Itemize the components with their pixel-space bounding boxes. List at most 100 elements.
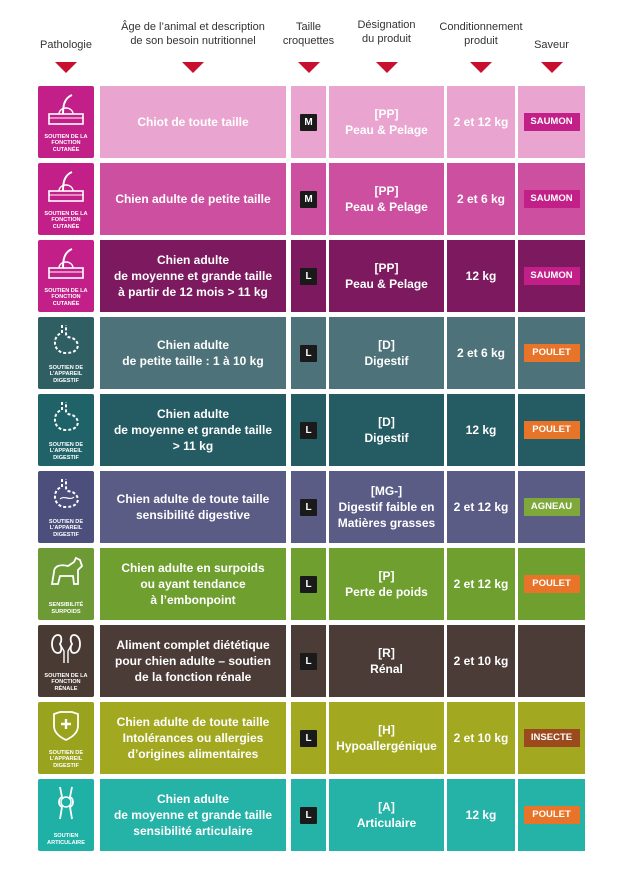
pathology-label-6: SENSIBILITÉ SURPOIDS <box>48 602 84 615</box>
size-badge-2: L <box>300 267 317 285</box>
header-conditionnement: Conditionnement produit <box>439 0 523 80</box>
header-age-arrow-icon <box>182 62 204 73</box>
product-name-5: Digestif faible en <box>338 500 435 514</box>
product-row-3: SOUTIEN DE L’APPAREIL DIGESTIF Chien adu… <box>38 317 585 389</box>
description-line: Chien adulte <box>156 792 229 806</box>
pathology-label-1: SOUTIEN DE LA FONCTION CUTANÉE <box>44 210 88 230</box>
product-code-0: [PP] <box>374 107 399 121</box>
description-line: Chien adulte de petite taille <box>115 192 271 206</box>
flavor-cell-4: POULET <box>518 394 585 466</box>
pathology-label-8: SOUTIEN DE L’APPAREIL DIGESTIF <box>48 749 84 769</box>
flavor-tag-8: INSECTE <box>523 729 580 747</box>
package-sizes-9: 12 kg <box>465 808 497 822</box>
description-cell-5: Chien adulte de toute taille sensibilité… <box>100 471 286 543</box>
product-name-0: Peau & Pelage <box>345 123 428 137</box>
pathology-label-0: SOUTIEN DE LA FONCTION CUTANÉE <box>44 133 88 153</box>
product-row-4: SOUTIEN DE L’APPAREIL DIGESTIF Chien adu… <box>38 394 585 466</box>
header-designation-arrow-icon <box>375 62 398 73</box>
pathology-cell-4: SOUTIEN DE L’APPAREIL DIGESTIF <box>38 394 94 466</box>
header-age-line1: Âge de l’animal et description <box>121 21 265 33</box>
flavor-tag-6: POULET <box>523 575 580 593</box>
description-line: Chien adulte <box>156 253 229 267</box>
description-line: de moyenne et grande taille <box>113 808 273 822</box>
pathology-cell-5: SOUTIEN DE L’APPAREIL DIGESTIF <box>38 471 94 543</box>
skin-hair-icon <box>48 248 84 279</box>
designation-cell-5: [MG-] Digestif faible en Matières grasse… <box>329 471 444 543</box>
package-cell-3: 2 et 6 kg <box>447 317 515 389</box>
description-cell-9: Chien adulte de moyenne et grande taille… <box>100 779 286 851</box>
designation-cell-7: [R] Rénal <box>329 625 444 697</box>
header-conditionnement-line2: produit <box>464 35 498 47</box>
description-line: Chien adulte <box>156 407 229 421</box>
package-sizes-2: 12 kg <box>465 269 497 283</box>
designation-cell-1: [PP] Peau & Pelage <box>329 163 444 235</box>
kidney-icon <box>51 634 81 663</box>
description-line: ou ayant tendance <box>140 577 246 591</box>
pathology-cell-0: SOUTIEN DE LA FONCTION CUTANÉE <box>38 86 94 158</box>
size-badge-5: L <box>300 498 317 516</box>
description-cell-8: Chien adulte de toute taille Intolérance… <box>100 702 286 774</box>
header-conditionnement-line1: Conditionnement <box>439 21 523 33</box>
package-sizes-5: 2 et 12 kg <box>453 500 509 514</box>
description-line: Chien adulte de toute taille <box>116 715 270 729</box>
product-code-9: [A] <box>378 800 395 814</box>
header-pathologie-arrow-icon <box>55 62 77 73</box>
size-cell-7: L <box>291 625 326 697</box>
header-saveur-label: Saveur <box>534 39 569 51</box>
description-cell-3: Chien adulte de petite taille : 1 à 10 k… <box>100 317 286 389</box>
product-name-1: Peau & Pelage <box>345 200 428 214</box>
flavor-cell-5: AGNEAU <box>518 471 585 543</box>
flavor-cell-0: SAUMON <box>518 86 585 158</box>
header-taille: Taille croquettes <box>283 0 334 80</box>
size-badge-3: L <box>300 344 317 362</box>
package-sizes-4: 12 kg <box>465 423 497 437</box>
header-designation: Désignation du produit <box>329 0 444 80</box>
product-name-6: Perte de poids <box>345 585 428 599</box>
package-sizes-6: 2 et 12 kg <box>453 577 509 591</box>
description-cell-2: Chien adulte de moyenne et grande taille… <box>100 240 286 312</box>
size-badge-8: L <box>300 729 317 747</box>
package-cell-8: 2 et 10 kg <box>447 702 515 774</box>
flavor-tag-9: POULET <box>523 806 580 824</box>
description-line: à l’embonpoint <box>150 593 236 607</box>
dog-shield-icon <box>53 711 79 742</box>
size-cell-3: L <box>291 317 326 389</box>
header-saveur-arrow-icon <box>540 62 563 73</box>
product-code-3: [D] <box>378 338 395 352</box>
package-cell-4: 12 kg <box>447 394 515 466</box>
designation-cell-0: [PP] Peau & Pelage <box>329 86 444 158</box>
stomach-icon <box>54 402 79 432</box>
size-cell-0: M <box>291 86 326 158</box>
package-sizes-3: 2 et 6 kg <box>456 346 506 360</box>
pathology-cell-7: SOUTIEN DE LA FONCTION RÉNALE <box>38 625 94 697</box>
package-cell-2: 12 kg <box>447 240 515 312</box>
description-line: Intolérances ou allergies <box>122 731 264 745</box>
product-code-7: [R] <box>378 646 395 660</box>
size-cell-5: L <box>291 471 326 543</box>
header-taille-line2: croquettes <box>282 35 335 47</box>
description-cell-6: Chien adulte en surpoids ou ayant tendan… <box>100 548 286 620</box>
joint-icon <box>58 786 74 820</box>
designation-cell-4: [D] Digestif <box>329 394 444 466</box>
package-sizes-7: 2 et 10 kg <box>453 654 509 668</box>
product-row-5: SOUTIEN DE L’APPAREIL DIGESTIF Chien adu… <box>38 471 585 543</box>
pathology-cell-1: SOUTIEN DE LA FONCTION CUTANÉE <box>38 163 94 235</box>
product-name-9: Articulaire <box>356 816 417 830</box>
pathology-label-5: SOUTIEN DE L’APPAREIL DIGESTIF <box>48 518 84 538</box>
package-sizes-8: 2 et 10 kg <box>453 731 509 745</box>
skin-hair-icon <box>48 171 84 202</box>
product-name-4: Digestif <box>364 431 409 445</box>
description-line: à partir de 12 mois > 11 kg <box>118 285 268 299</box>
product-code-1: [PP] <box>374 184 399 198</box>
description-line: sensibilité articulaire <box>133 824 253 838</box>
flavor-tag-3: POULET <box>523 344 580 362</box>
package-sizes-1: 2 et 6 kg <box>456 192 506 206</box>
description-line: Chien adulte <box>156 338 229 352</box>
size-cell-2: L <box>291 240 326 312</box>
size-badge-6: L <box>300 575 317 593</box>
flavor-tag-5: AGNEAU <box>523 498 580 516</box>
pathology-cell-9: SOUTIEN ARTICULAIRE <box>38 779 94 851</box>
size-badge-9: L <box>300 806 317 824</box>
pathology-cell-2: SOUTIEN DE LA FONCTION CUTANÉE <box>38 240 94 312</box>
product-row-0: SOUTIEN DE LA FONCTION CUTANÉE Chiot de … <box>38 86 585 158</box>
